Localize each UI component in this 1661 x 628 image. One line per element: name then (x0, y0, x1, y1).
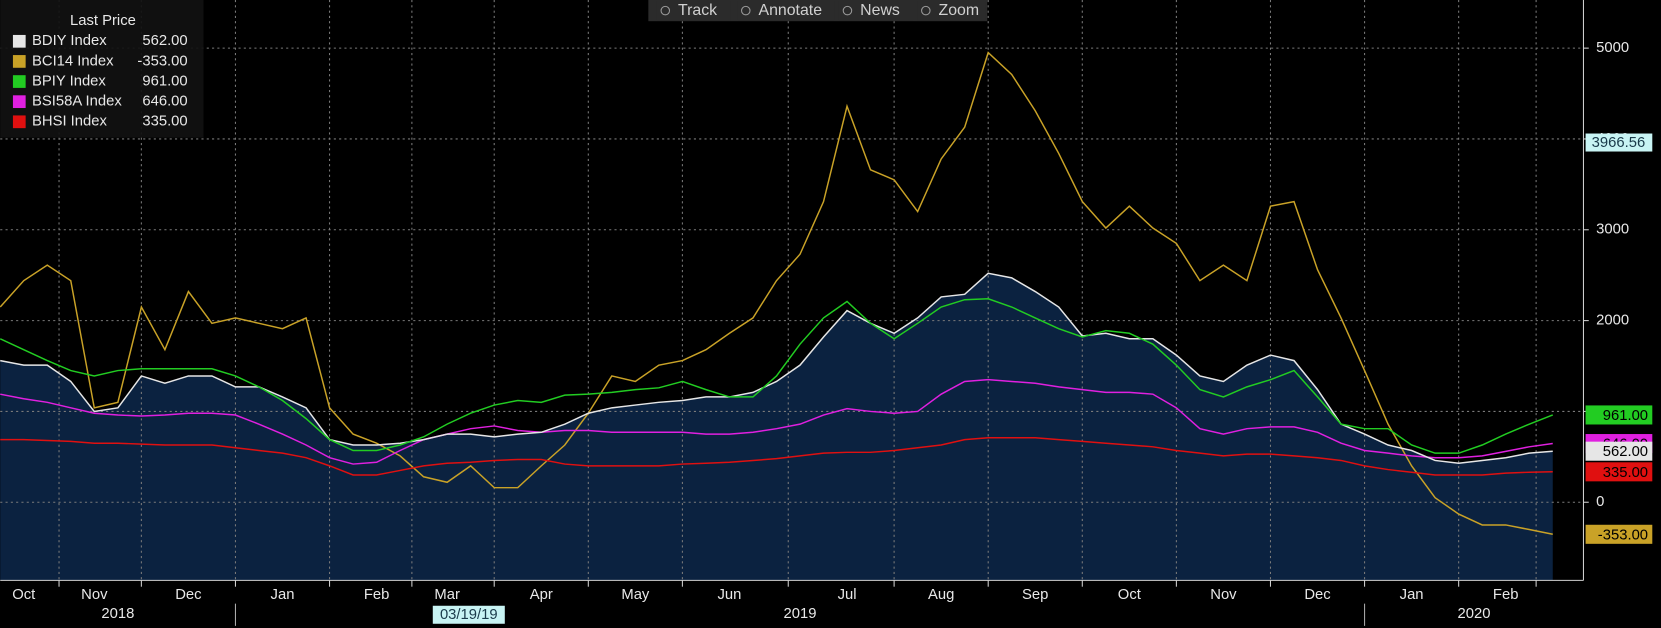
legend-swatch (12, 34, 26, 48)
line (0, 437, 1553, 476)
legend-swatch (12, 55, 26, 68)
legend-title: Last Price (70, 13, 136, 29)
toolbar-button-bg[interactable] (656, 1, 731, 21)
legend: Last Price BDIY Index 562.00 BCI14 Index -3… (0, 0, 204, 138)
y-tick-label: 0 (1596, 494, 1604, 510)
x-tick-label: Aug (928, 587, 954, 603)
crosshair-date-label: 03/19/19 (440, 607, 498, 623)
last-price-label: 562.00 (1603, 444, 1648, 460)
y-tick-label: 2000 (1596, 313, 1629, 329)
last-price-label: 335.00 (1603, 465, 1648, 481)
y-tick-label: 3000 (1596, 222, 1629, 238)
line (0, 51, 1553, 536)
legend-swatch (12, 115, 26, 129)
x-tick-label: Oct (12, 587, 35, 603)
legend-label: BCI14 Index (32, 53, 114, 69)
crosshair-date-box (432, 605, 505, 624)
x-tick-label: Nov (81, 587, 108, 603)
y-tick-label: 5000 (1596, 40, 1629, 56)
area (0, 273, 1553, 581)
line (0, 378, 1553, 465)
x-tick-label: Jan (1400, 587, 1424, 603)
x-tick-label: May (621, 587, 650, 603)
toolbar-icon[interactable] (660, 5, 671, 16)
crosshair-value-label: 3966.56 (1592, 135, 1646, 151)
toolbar-label[interactable]: Annotate (758, 2, 822, 19)
legend-label: BDIY Index (32, 33, 107, 49)
toolbar-button[interactable]: Annotate (737, 1, 835, 21)
x-tick-label: Dec (1304, 587, 1331, 603)
legend-swatch (12, 95, 26, 109)
legend-box (0, 0, 204, 138)
x-tick-label: Apr (530, 587, 553, 603)
legend-value: 646.00 (142, 94, 187, 110)
x-tick-label: Feb (1493, 587, 1519, 603)
toolbar-icon[interactable] (741, 5, 751, 16)
x-tick-label: Jan (271, 587, 295, 603)
toolbar-label[interactable]: Zoom (939, 2, 980, 19)
x-group-label: 2018 (101, 606, 134, 622)
toolbar-label[interactable]: News (860, 2, 900, 19)
last-price-box (1585, 441, 1653, 461)
legend-label: BSI58A Index (32, 94, 122, 110)
last-price-label: 961.00 (1603, 408, 1648, 424)
crosshair-value-box (1585, 133, 1653, 152)
toolbar-button-bg[interactable] (838, 1, 914, 21)
x-tick-label: Jul (838, 587, 857, 603)
last-price-box (1585, 405, 1653, 425)
x-tick-label: Dec (175, 587, 202, 603)
toolbar: Track Annotate News Zoom (648, 0, 988, 22)
last-price-box (1585, 462, 1653, 482)
toolbar-button[interactable]: Zoom (917, 1, 986, 21)
toolbar-button-bg[interactable] (917, 1, 986, 21)
legend-value: 562.00 (142, 33, 187, 49)
x-tick-label: Feb (364, 587, 390, 603)
legend-label: BHSI Index (32, 114, 108, 130)
legend-label: BPIY Index (32, 73, 106, 89)
legend-value: 335.00 (142, 114, 187, 130)
legend-swatch (12, 75, 26, 88)
legend-value: 961.00 (142, 73, 187, 89)
x-tick-label: Oct (1118, 587, 1141, 603)
x-tick-label: Sep (1022, 587, 1048, 603)
toolbar-button[interactable]: News (838, 1, 914, 21)
toolbar-button[interactable]: Track (656, 1, 731, 21)
line (0, 298, 1554, 454)
x-tick-label: Jun (717, 587, 741, 603)
last-price-label: -353.00 (1598, 527, 1648, 543)
plot-area (0, 0, 1584, 581)
toolbar-label[interactable]: Track (678, 2, 717, 19)
toolbar-icon[interactable] (842, 5, 853, 16)
toolbar-icon[interactable] (921, 5, 931, 16)
last-price-box (1585, 524, 1653, 544)
x-tick-label: Mar (434, 587, 460, 603)
x-group-label: 2020 (1458, 606, 1491, 622)
toolbar-button-bg[interactable] (737, 1, 835, 21)
x-tick-label: Nov (1210, 587, 1237, 603)
legend-value: -353.00 (137, 53, 187, 69)
x-group-label: 2019 (784, 606, 817, 622)
